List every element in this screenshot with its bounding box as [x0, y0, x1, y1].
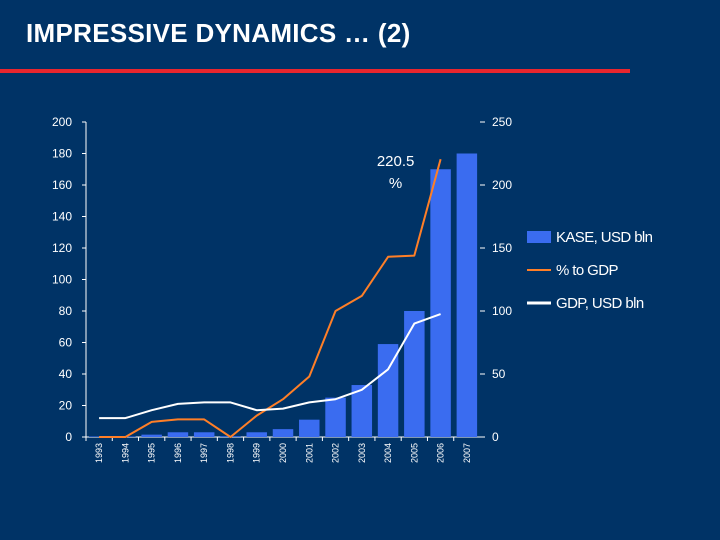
legend-label: % to GDP [556, 262, 618, 279]
annotation-unit: % [389, 175, 402, 192]
right-tick-label: 50 [492, 367, 506, 381]
left-axis: 0 20 40 60 80 100 120 140 160 180 200 [52, 115, 87, 444]
x-tick-label: 2001 [304, 443, 314, 463]
x-tick-label: 1993 [94, 443, 104, 463]
kase-bar [299, 419, 320, 437]
right-axis: 0 50 100 150 200 250 [480, 115, 512, 444]
x-tick-label: 1996 [173, 443, 183, 463]
slide-title: IMPRESSIVE DYNAMICS … (2) [26, 18, 411, 48]
annotation-value: 220.5 [377, 153, 415, 170]
kase-bar [325, 397, 346, 437]
x-tick-label: 2007 [462, 443, 472, 463]
kase-bar [377, 344, 399, 437]
x-tick-label: 2005 [409, 443, 419, 463]
series-lines [99, 158, 442, 438]
x-tick-label: 1997 [199, 443, 209, 463]
x-tick-label: 2006 [436, 443, 446, 463]
left-tick-label: 160 [52, 178, 72, 192]
right-tick-label: 0 [492, 430, 499, 444]
kase-bar [167, 432, 189, 437]
x-tick-label: 2004 [383, 443, 393, 463]
x-tick-label: 2003 [357, 443, 367, 463]
x-tick-label: 1994 [120, 443, 130, 463]
left-tick-label: 80 [59, 304, 73, 318]
kase-bar [272, 429, 294, 437]
kase-bar [351, 385, 373, 437]
x-tick-label: 1995 [147, 443, 157, 463]
kase-bar [193, 432, 215, 437]
kase-bar [430, 169, 451, 437]
kase-bar [456, 153, 478, 437]
left-tick-label: 40 [59, 367, 73, 381]
legend: KASE, USD bln % to GDP GDP, USD bln [527, 229, 653, 312]
gdp-line [99, 313, 441, 420]
left-tick-label: 60 [59, 336, 73, 350]
legend-label: GDP, USD bln [556, 295, 644, 312]
legend-swatch-kase [527, 231, 551, 243]
left-tick-label: 200 [52, 115, 72, 129]
right-tick-label: 150 [492, 241, 512, 255]
x-tick-label: 2000 [278, 443, 288, 463]
pct-to-gdp-line [99, 158, 442, 438]
x-axis: 1993 1994 1995 1996 1997 1998 1999 2000 2001 2002… [85, 436, 480, 463]
kase-bar [404, 311, 425, 437]
left-tick-label: 120 [52, 241, 72, 255]
left-tick-label: 140 [52, 210, 72, 224]
left-tick-label: 180 [52, 147, 72, 161]
left-tick-label: 100 [52, 273, 72, 287]
legend-label: KASE, USD bln [556, 229, 653, 246]
left-tick-label: 0 [65, 430, 72, 444]
x-tick-label: 1999 [252, 443, 262, 463]
right-tick-label: 250 [492, 115, 512, 129]
annotations: 220.5% [377, 153, 415, 192]
kase-bar [246, 432, 267, 437]
kase-bar [141, 434, 162, 437]
right-tick-label: 200 [492, 178, 512, 192]
left-tick-label: 20 [59, 399, 73, 413]
x-tick-label: 2002 [331, 443, 341, 463]
right-tick-label: 100 [492, 304, 512, 318]
kase-bars [88, 153, 478, 437]
title-accent-rule [0, 69, 630, 73]
x-tick-label: 1998 [225, 443, 235, 463]
